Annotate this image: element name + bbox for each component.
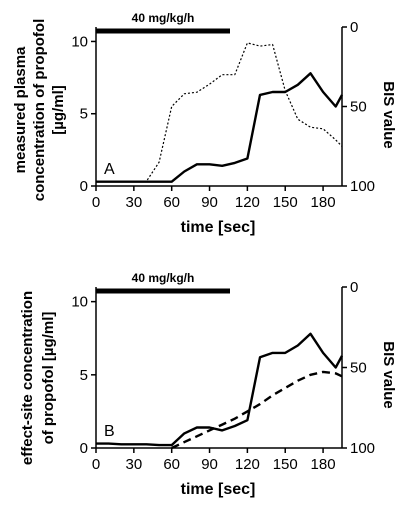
x-tick-label-b-0: 0 <box>92 456 100 473</box>
y-tick-label-b-0: 0 <box>80 440 88 457</box>
y2-tick-label-b-1: 50 <box>350 360 367 377</box>
infusion-label-b: 40 mg/kg/h <box>132 271 195 285</box>
series-line-a-dotted <box>96 42 343 182</box>
y2-axis-label-b: BIS value <box>380 341 397 409</box>
y-tick-label-b-1: 5 <box>80 367 88 384</box>
y2-tick-label-b-2: 100 <box>350 440 375 457</box>
x-tick-label-a-2: 60 <box>163 194 180 211</box>
x-tick-label-a-3: 90 <box>201 194 218 211</box>
x-tick-label-b-3: 90 <box>201 456 218 473</box>
panel-letter-b: B <box>104 423 115 440</box>
x-tick-label-b-5: 150 <box>273 456 298 473</box>
x-tick-label-b-1: 30 <box>126 456 143 473</box>
y-axis-label-a-line1: measured plasma <box>12 46 29 173</box>
series-a <box>96 42 344 183</box>
y-axis-label-a-line3: [µg/ml] <box>50 85 67 134</box>
y-tick-label-a-2: 10 <box>71 33 88 50</box>
y2-tick-label-a-2: 100 <box>350 178 375 195</box>
x-tick-label-a-5: 150 <box>273 194 298 211</box>
series-line-b-solid <box>96 332 344 447</box>
x-tick-label-b-2: 60 <box>163 456 180 473</box>
x-tick-label-a-0: 0 <box>92 194 100 211</box>
panel-letter-a: A <box>104 161 115 178</box>
x-axis-label-a: time [sec] <box>181 219 256 236</box>
y2-tick-label-a-1: 50 <box>350 99 367 116</box>
x-tick-label-a-1: 30 <box>126 194 143 211</box>
x-tick-label-b-4: 120 <box>235 456 260 473</box>
y-axis-label-b-line1: effect-site concentration <box>19 291 36 465</box>
y-axis-label-b-line2: of propofol [µg/ml] <box>40 312 57 445</box>
x-axis-label-b: time [sec] <box>181 481 256 498</box>
infusion-label-a: 40 mg/kg/h <box>132 11 195 25</box>
y2-axis-label-a: BIS value <box>380 81 397 149</box>
x-tick-label-b-6: 180 <box>311 456 336 473</box>
y2-tick-label-b-0: 0 <box>350 279 358 296</box>
x-tick-label-a-4: 120 <box>235 194 260 211</box>
y-axis-label-a-line2: concentration of propofol <box>31 19 48 201</box>
series-b <box>96 332 344 450</box>
y-tick-label-b-2: 10 <box>71 294 88 311</box>
x-tick-label-a-6: 180 <box>311 194 336 211</box>
panel-b: 40 mg/kg/h effect-site concentration of … <box>19 271 397 498</box>
panel-a: 40 mg/kg/h measured plasma concentration… <box>12 11 397 236</box>
y2-tick-label-a-0: 0 <box>350 19 358 36</box>
y-tick-label-a-0: 0 <box>80 178 88 195</box>
series-line-a-solid <box>96 72 344 183</box>
y-tick-label-a-1: 5 <box>80 106 88 123</box>
series-line-b-dashed <box>171 370 343 450</box>
